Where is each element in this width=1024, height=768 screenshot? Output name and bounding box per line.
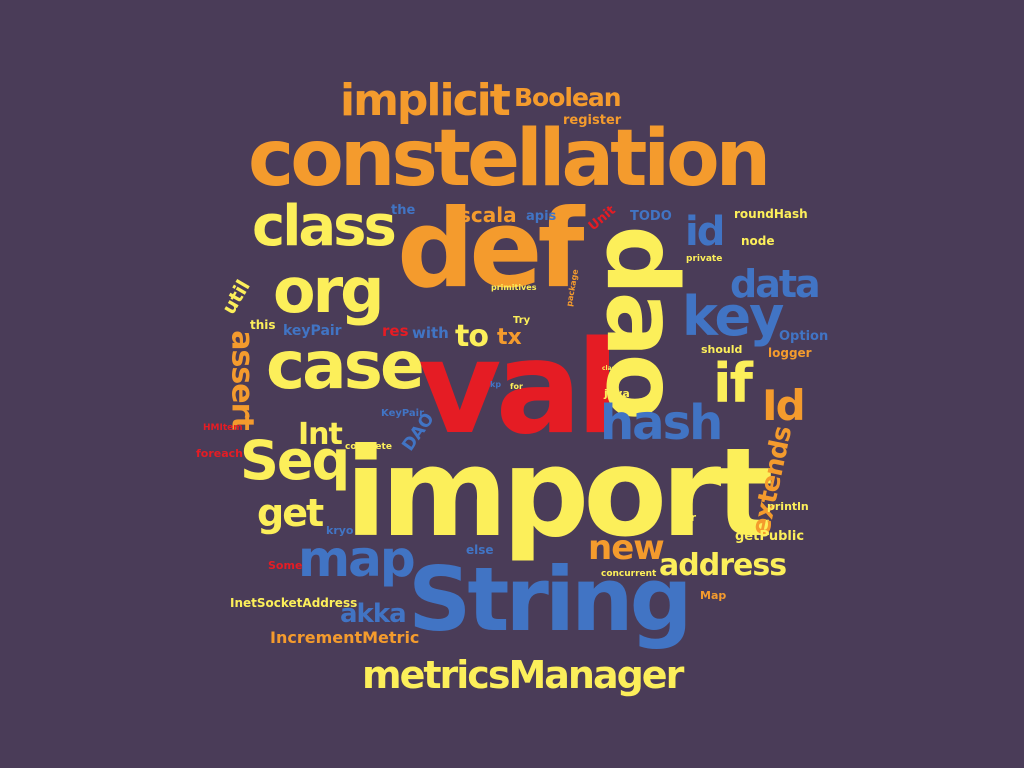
word-with: with	[412, 324, 449, 342]
word-keypair-cap: KeyPair	[381, 408, 425, 419]
word-some: Some	[268, 559, 303, 572]
word-primitives: primitives	[491, 283, 537, 292]
word-boolean: Boolean	[514, 83, 622, 112]
word-getpublic: getPublic	[735, 529, 805, 544]
word-akka: akka	[340, 599, 407, 629]
word-get: get	[257, 491, 324, 535]
word-scala: scala	[459, 203, 517, 227]
word-the: the	[391, 203, 416, 218]
word-util: util	[217, 276, 255, 319]
word-else: else	[466, 543, 494, 557]
word-keypair: keyPair	[283, 323, 342, 339]
word-register: register	[563, 113, 622, 128]
word-try: Try	[513, 315, 531, 326]
word-this: this	[250, 318, 276, 332]
word-in: in	[681, 486, 693, 499]
word-concurrent: concurrent	[601, 569, 657, 579]
word-map: map	[298, 530, 416, 588]
word-node: node	[741, 234, 775, 248]
word-classof: classOf	[602, 365, 627, 372]
word-logger: logger	[768, 346, 812, 360]
word-apis: apis	[526, 209, 557, 224]
word-id-cap: Id	[762, 381, 806, 430]
word-var: var	[676, 511, 697, 524]
word-roundhash: roundHash	[734, 207, 808, 221]
word-java: java	[604, 387, 630, 400]
word-key: key	[682, 285, 784, 348]
word-foreach: foreach	[196, 447, 244, 460]
word-seq: Seq	[240, 429, 350, 492]
word-to: to	[455, 319, 489, 354]
word-hmitem: HMItem	[203, 423, 243, 433]
word-case: case	[266, 327, 425, 404]
word-def: def	[397, 187, 585, 312]
word-val: val	[418, 314, 620, 463]
word-complete: complete	[345, 442, 392, 452]
word-id: id	[685, 209, 725, 255]
word-hash: hash	[600, 395, 723, 451]
word-string: String	[408, 548, 693, 651]
word-private: private	[686, 254, 723, 264]
word-org: org	[273, 254, 385, 327]
word-for: for	[510, 382, 523, 391]
word-assert: assert	[224, 330, 260, 430]
word-res: res	[382, 322, 409, 340]
word-should: should	[701, 343, 743, 356]
word-inetsocketaddress: InetSocketAddress	[230, 596, 358, 610]
word-kryo: kryo	[326, 524, 354, 537]
word-class: class	[252, 194, 397, 259]
word-int: Int	[298, 417, 343, 452]
word-println: println	[767, 500, 809, 513]
word-tx: tx	[497, 325, 522, 350]
word-new: new	[588, 528, 665, 568]
word-address: address	[659, 548, 787, 583]
word-data: data	[730, 262, 821, 306]
word-implicit: implicit	[340, 75, 511, 126]
word-option: Option	[779, 329, 829, 344]
word-kp: kp	[490, 380, 502, 389]
word-metricsmanager: metricsManager	[362, 653, 684, 697]
word-incrementmetric: IncrementMetric	[270, 628, 420, 647]
word-map-cap: Map	[700, 589, 727, 602]
word-import: import	[345, 422, 774, 564]
word-constellation: constellation	[248, 114, 771, 204]
word-todo: TODO	[630, 209, 672, 224]
word-if: if	[713, 352, 753, 415]
